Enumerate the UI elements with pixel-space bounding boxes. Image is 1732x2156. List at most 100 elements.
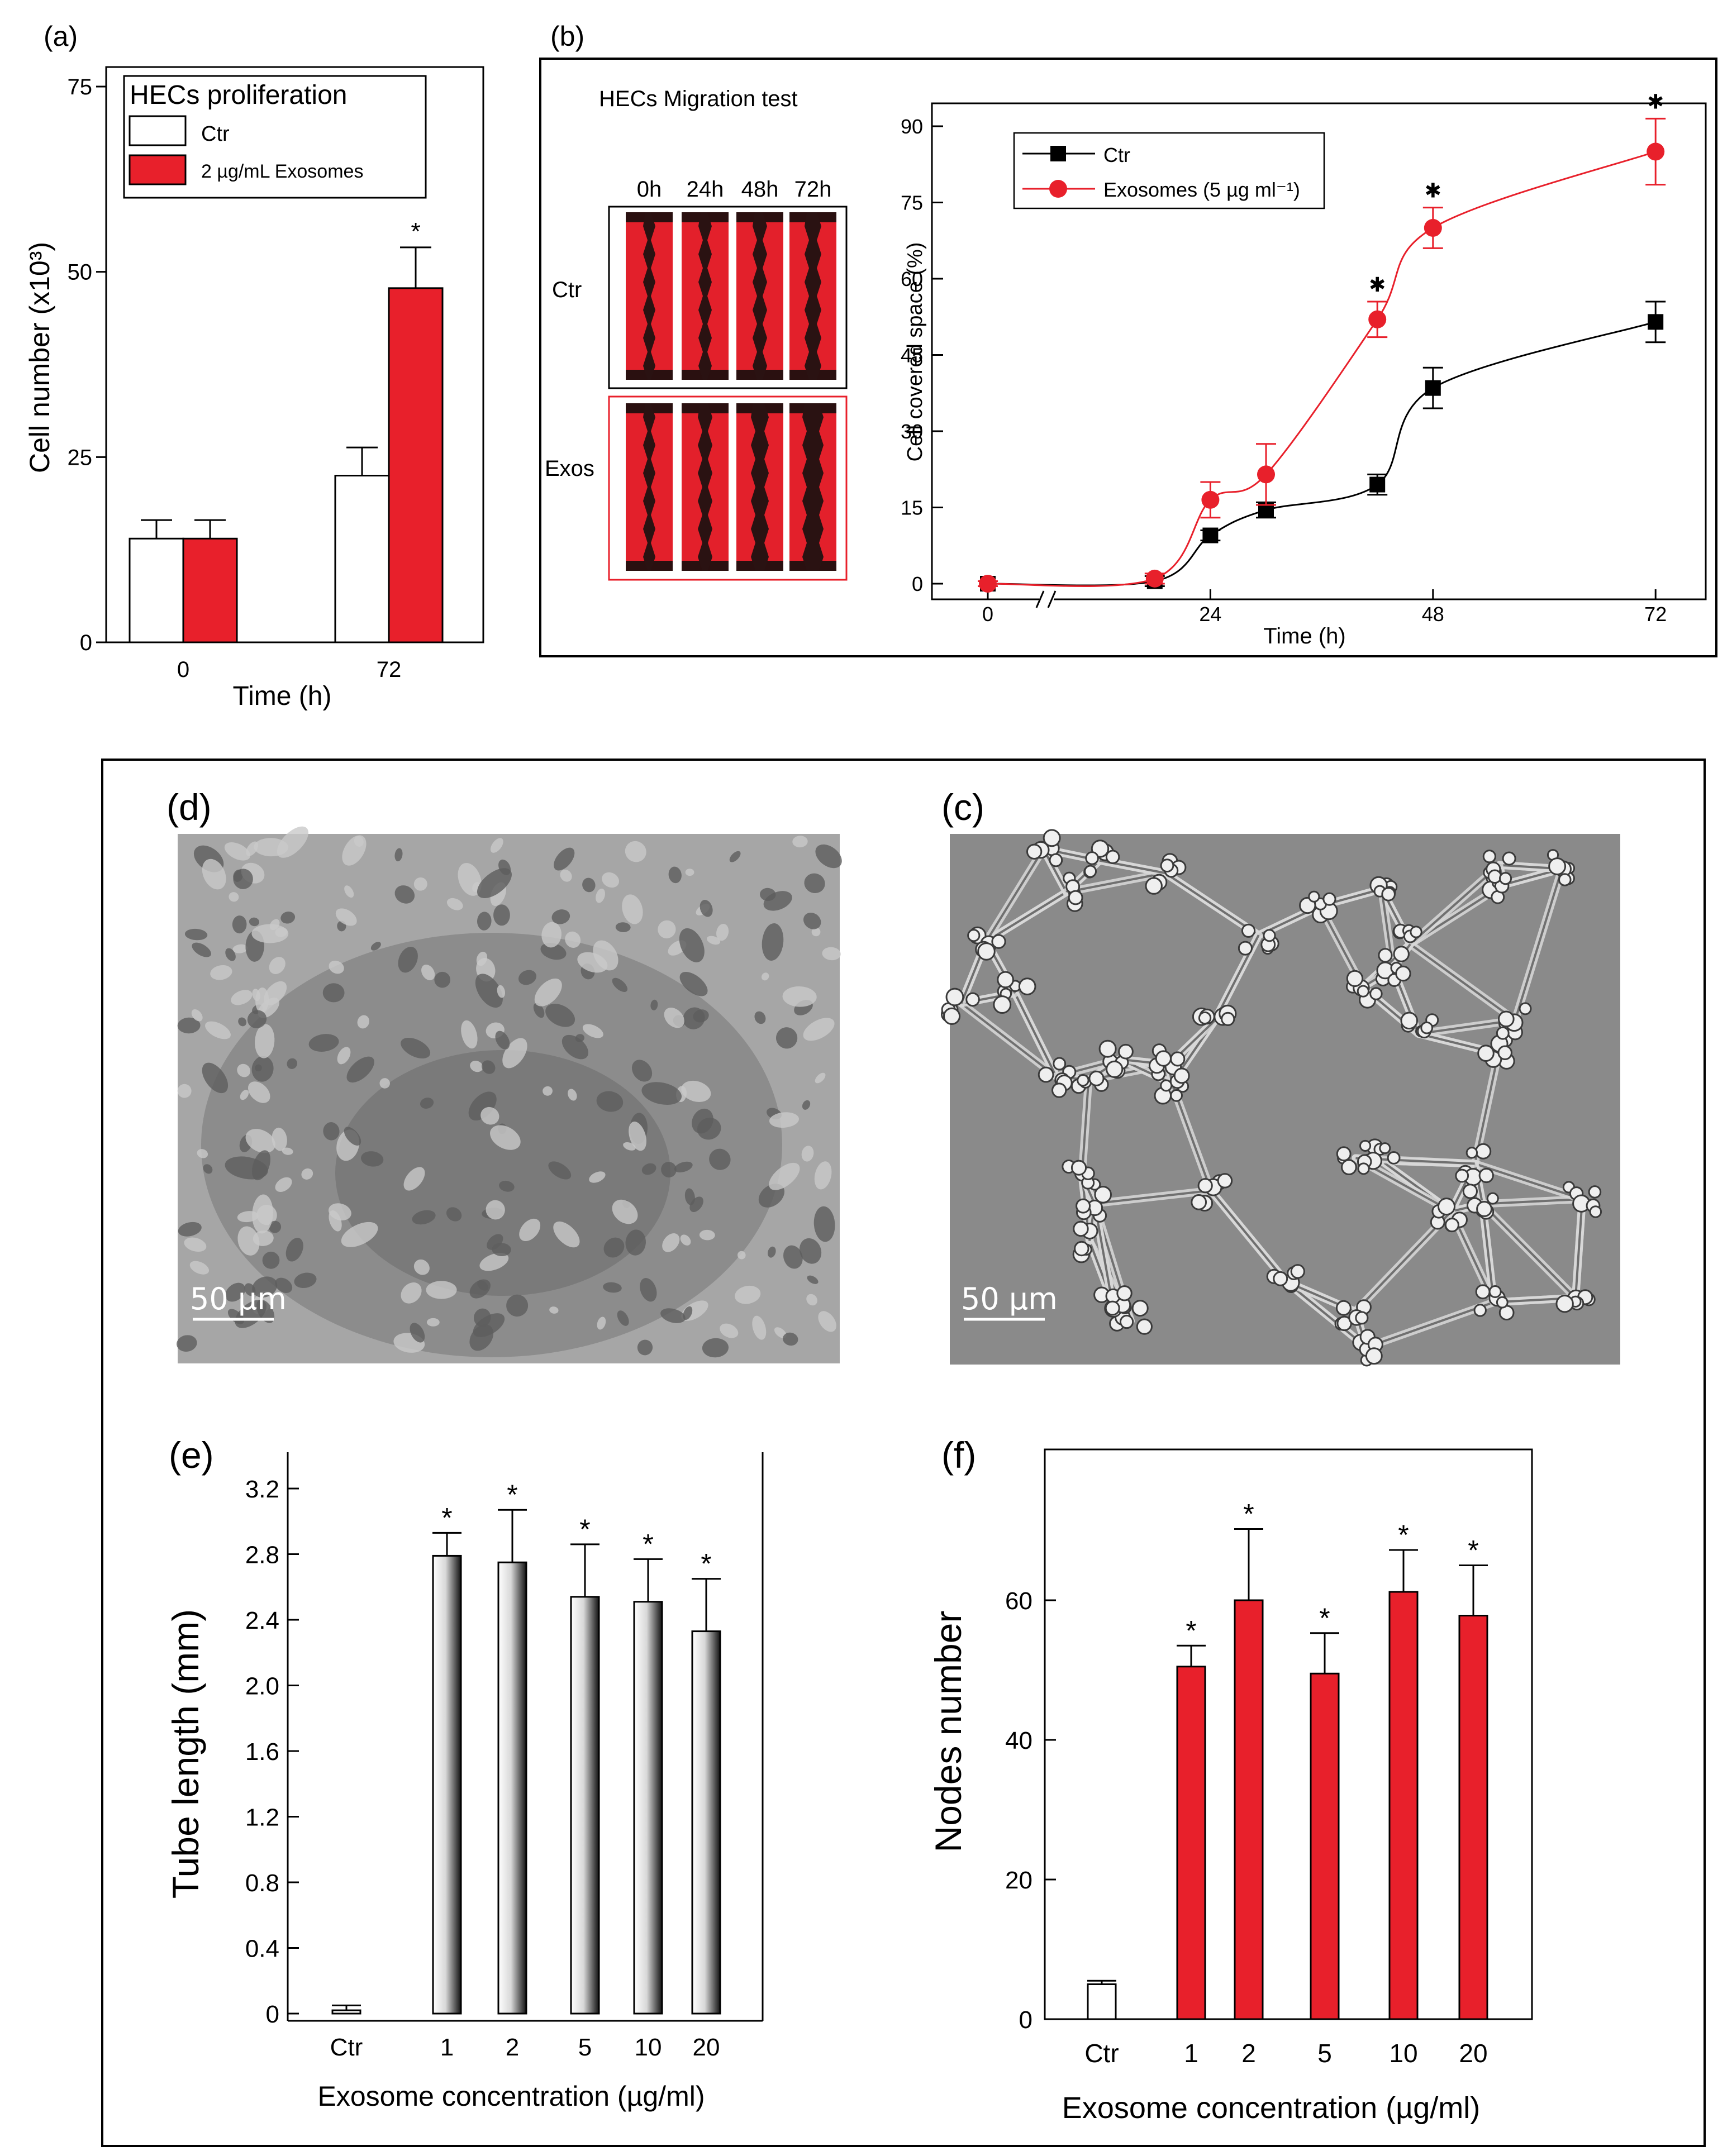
cell bbox=[540, 943, 567, 960]
cell bbox=[420, 1098, 434, 1109]
cell bbox=[1322, 892, 1336, 906]
cell bbox=[251, 1150, 270, 1181]
bar bbox=[1234, 1599, 1264, 2020]
cell bbox=[486, 1200, 505, 1220]
cell bbox=[641, 1163, 656, 1175]
cell bbox=[519, 1218, 541, 1242]
cell bbox=[275, 1177, 292, 1192]
cell bbox=[1105, 850, 1120, 864]
tube-segment-core bbox=[1285, 1280, 1368, 1348]
cell bbox=[1105, 1300, 1120, 1316]
cell bbox=[308, 1034, 339, 1052]
cell bbox=[446, 1207, 462, 1222]
cell bbox=[487, 1234, 503, 1250]
data-point-exosomes bbox=[979, 575, 997, 593]
legend-swatch-exosomes bbox=[129, 154, 187, 185]
cell bbox=[493, 904, 510, 926]
migration-gap bbox=[802, 403, 824, 571]
cell bbox=[197, 1149, 208, 1158]
cell bbox=[811, 927, 821, 937]
cell bbox=[361, 1151, 384, 1167]
cell bbox=[412, 1210, 436, 1225]
tube-segment-core bbox=[1066, 872, 1165, 894]
panel-b: (b) HECs Migration test 0h 24h 48h 72h Ctr … bbox=[539, 21, 1717, 657]
bars: Ctr * 1 * 2 * 5 * 10 * 20 bbox=[330, 1479, 721, 2061]
cell bbox=[799, 1238, 822, 1264]
cell bbox=[178, 1222, 202, 1237]
legend-box bbox=[1013, 132, 1325, 209]
cell bbox=[253, 1230, 274, 1246]
cell bbox=[251, 1056, 274, 1082]
y-axis: 0 0.4 0.8 1.2 1.6 2.0 2.4 2.8 3.2 bbox=[245, 1476, 299, 2028]
cell bbox=[554, 847, 575, 871]
cell bbox=[232, 944, 248, 953]
cell bbox=[602, 872, 620, 888]
cell bbox=[1106, 1060, 1124, 1078]
y-tick-label: 75 bbox=[901, 192, 923, 214]
cell bbox=[1273, 1271, 1288, 1286]
cell bbox=[1026, 843, 1043, 860]
data-point-exosomes bbox=[1424, 219, 1442, 237]
cell bbox=[490, 838, 503, 853]
micrograph-d-cells bbox=[177, 826, 842, 1358]
cell bbox=[329, 1203, 351, 1221]
cell bbox=[1548, 857, 1567, 875]
x-tick-label: Ctr bbox=[1084, 2039, 1119, 2068]
cell bbox=[480, 1106, 499, 1125]
y-tick-label: 25 bbox=[68, 445, 93, 470]
cell bbox=[603, 1237, 625, 1258]
cell bbox=[229, 892, 239, 902]
cell bbox=[768, 1246, 776, 1258]
cell bbox=[248, 1081, 270, 1103]
bar bbox=[1310, 1672, 1340, 2020]
cell bbox=[1486, 1192, 1499, 1205]
bars: Ctr * 1 * 2 * 5 * 10 * 20 bbox=[1084, 1499, 1488, 2068]
legend-marker-exosomes bbox=[1049, 180, 1067, 198]
proliferation-chart: 0 25 50 75 0 * 72 HECs proliferation Ctr 2 µg… bbox=[24, 66, 484, 711]
y-tick-label: 15 bbox=[901, 497, 923, 519]
tube-segment-core bbox=[1481, 1204, 1495, 1303]
x-tick-label: 2 bbox=[506, 2034, 519, 2061]
legend-swatch-ctr bbox=[129, 115, 187, 146]
x-tick-label: 24 bbox=[1199, 603, 1221, 626]
significance-marker: * bbox=[1319, 1602, 1330, 1634]
cell bbox=[1170, 1089, 1183, 1102]
cell bbox=[818, 1311, 836, 1332]
cell bbox=[681, 1080, 711, 1102]
cell bbox=[1502, 851, 1516, 866]
tube-segment-core bbox=[1409, 864, 1501, 945]
tube-segment-core bbox=[1474, 1162, 1583, 1200]
micrograph-d-core bbox=[335, 1050, 670, 1296]
cell bbox=[685, 869, 694, 876]
y-axis-title: Tube length (mm) bbox=[165, 1609, 206, 1899]
cell bbox=[413, 1259, 430, 1275]
cell bbox=[1475, 1143, 1492, 1160]
cell bbox=[650, 999, 658, 1010]
cell bbox=[761, 972, 769, 981]
data-point-ctr bbox=[1425, 380, 1441, 396]
legend-label-exosomes: Exosomes (5 µg ml⁻¹) bbox=[1103, 178, 1300, 201]
cell bbox=[1221, 1012, 1235, 1026]
legend-marker-ctr bbox=[1050, 146, 1066, 161]
x-tick-label: 2 bbox=[1241, 2039, 1256, 2068]
cell bbox=[341, 1222, 378, 1247]
significance-marker: * bbox=[507, 1479, 517, 1510]
tube-segment-core bbox=[1482, 1198, 1583, 1205]
cell bbox=[1420, 1021, 1434, 1034]
cell bbox=[1387, 1151, 1401, 1165]
y-tick-label: 2.4 bbox=[245, 1607, 279, 1634]
bar-ctr bbox=[129, 537, 184, 643]
cell bbox=[184, 1237, 207, 1252]
cell bbox=[294, 1272, 317, 1289]
cell bbox=[398, 947, 418, 973]
cell bbox=[401, 1282, 422, 1304]
cell bbox=[965, 992, 980, 1007]
cell bbox=[737, 1251, 746, 1260]
tube-segment-core bbox=[1366, 1301, 1495, 1349]
cell bbox=[815, 1072, 826, 1084]
cell bbox=[518, 970, 536, 985]
cell bbox=[1068, 890, 1083, 905]
bar bbox=[633, 1601, 663, 2015]
cell bbox=[287, 1058, 297, 1069]
significance-marker: * bbox=[411, 218, 420, 245]
